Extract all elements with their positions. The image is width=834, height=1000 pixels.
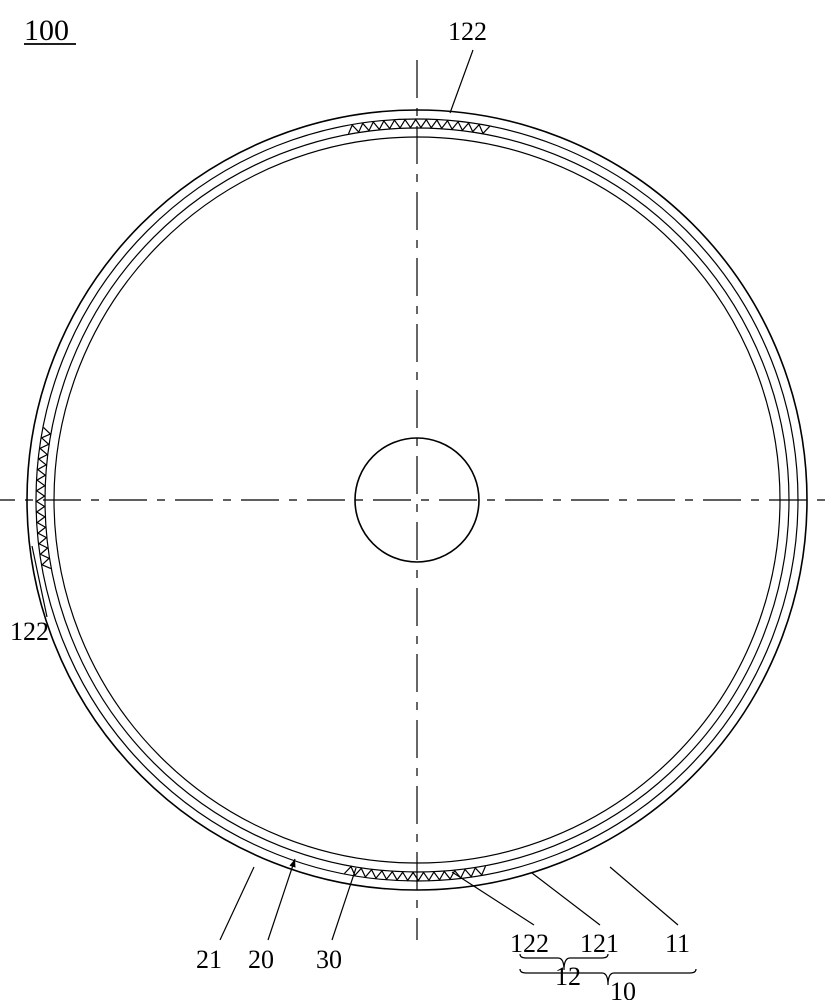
svg-text:100: 100 bbox=[24, 14, 69, 47]
label-11: 11 bbox=[665, 929, 690, 958]
label-122-left: 122 bbox=[10, 617, 49, 646]
label-20: 20 bbox=[248, 945, 274, 974]
label-12: 12 bbox=[555, 962, 581, 991]
label-21: 21 bbox=[196, 945, 222, 974]
label-121: 121 bbox=[580, 929, 619, 958]
label-10: 10 bbox=[610, 977, 636, 1000]
label-122-bot: 122 bbox=[510, 929, 549, 958]
label-30: 30 bbox=[316, 945, 342, 974]
figure-title: 100 bbox=[24, 14, 76, 47]
label-122-top: 122 bbox=[448, 17, 487, 46]
